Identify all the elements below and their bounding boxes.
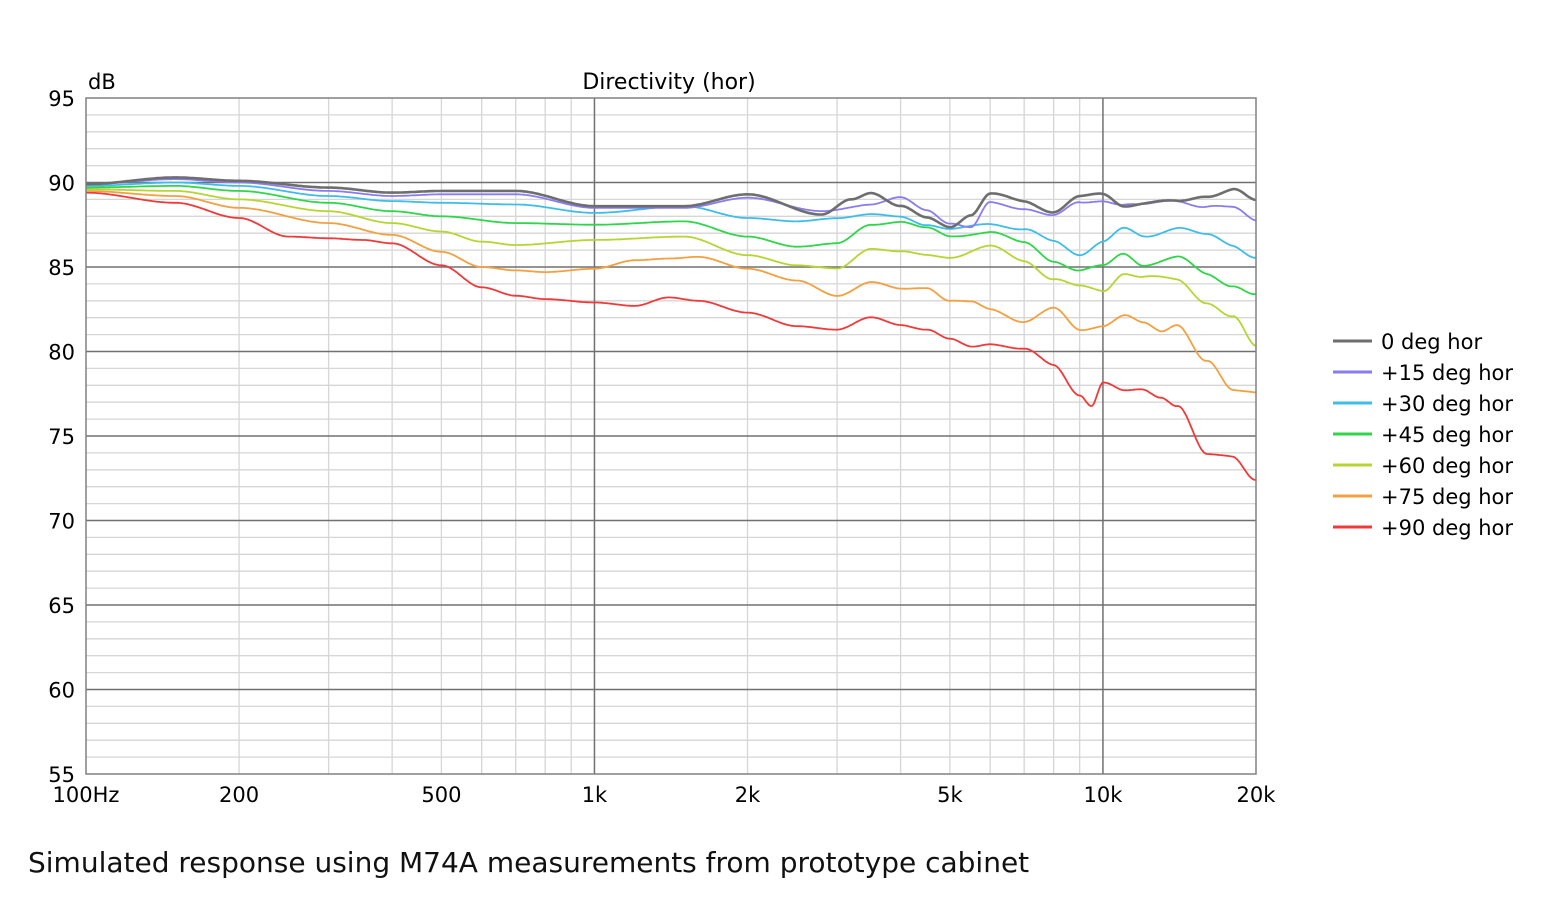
y-tick-label: 70 [48, 510, 75, 534]
series-line--45-deg-hor [86, 184, 1257, 296]
x-tick-label: 5k [937, 783, 963, 807]
x-tick-label: 1k [582, 783, 608, 807]
x-tick-label: 2k [735, 783, 761, 807]
chart-title: Directivity (hor) [582, 70, 755, 95]
y-tick-label: 85 [48, 256, 75, 280]
legend-label: 0 deg hor [1381, 330, 1482, 354]
major-grid [86, 98, 1256, 774]
series-line--60-deg-hor [86, 188, 1257, 347]
legend-label: +60 deg hor [1381, 454, 1513, 478]
y-tick-label: 75 [48, 425, 75, 449]
figure-caption: Simulated response using M74A measuremen… [28, 846, 1030, 879]
series-line--90-deg-hor [85, 191, 1257, 481]
y-tick-label: 65 [48, 594, 75, 618]
legend-label: +75 deg hor [1381, 485, 1513, 509]
y-tick-label: 55 [48, 763, 75, 787]
y-tick-label: 90 [48, 172, 75, 196]
directivity-chart: Directivity (hor) dB 959085807570656055 … [48, 70, 1513, 807]
legend: 0 deg hor +15 deg hor +30 deg hor +45 deg h… [1333, 330, 1513, 540]
x-tick-label: 100Hz [53, 783, 120, 807]
x-tick-labels: 100Hz 200 500 1k 2k 5k 10k 20k [53, 783, 1277, 807]
y-tick-labels: 95 90 85 80 75 70 65 60 55 [48, 87, 75, 787]
legend-label: +90 deg hor [1381, 516, 1513, 540]
series-layer [85, 176, 1257, 481]
series-line-0-deg-hor [86, 176, 1257, 229]
series-line--15-deg-hor [86, 178, 1257, 229]
y-tick-label: 80 [48, 341, 75, 365]
plot-frame [85, 97, 1257, 775]
x-tick-label: 500 [421, 783, 461, 807]
legend-label: +45 deg hor [1381, 423, 1513, 447]
y-axis-label: dB [88, 70, 116, 94]
y-tick-label: 60 [48, 679, 75, 703]
y-tick-label: 95 [48, 87, 75, 111]
legend-label: +15 deg hor [1381, 361, 1513, 385]
x-tick-label: 20k [1237, 783, 1277, 807]
legend-label: +30 deg hor [1381, 392, 1513, 416]
x-tick-label: 10k [1083, 783, 1123, 807]
series-line--75-deg-hor [85, 190, 1257, 394]
x-tick-label: 200 [219, 783, 259, 807]
